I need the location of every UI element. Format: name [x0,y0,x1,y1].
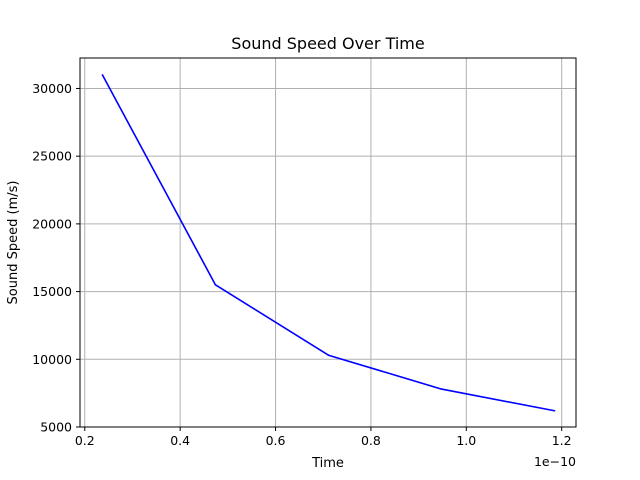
plot-frame [79,57,577,428]
x-tick-label: 0.4 [170,433,190,448]
x-axis-offset-label: 1e−10 [534,454,576,469]
x-tick-label: 0.6 [266,433,286,448]
x-axis-label: Time [311,456,344,471]
data-point [214,284,217,286]
y-tick-label: 10000 [32,352,72,367]
y-tick-label: 15000 [32,284,72,299]
y-tick-label: 5000 [40,420,72,435]
y-tick-label: 30000 [32,81,72,96]
series-layer [101,74,556,412]
grid-lines [80,58,576,428]
x-tick-label: 0.2 [75,433,95,448]
x-tick-label: 0.8 [361,433,381,448]
data-point [553,409,556,412]
axis-ticks: 0.2 0.4 0.6 0.8 1.0 1.2 5000 10000 15000 20000 250… [32,81,571,448]
y-axis-label: Sound Speed (m/s) [6,181,21,305]
data-point [101,74,104,76]
y-tick-label: 25000 [32,149,72,164]
x-tick-label: 1.2 [552,433,572,448]
data-point [440,388,443,390]
chart-title: Sound Speed Over Time [231,34,424,53]
y-tick-label: 20000 [32,216,72,231]
data-point [327,354,330,357]
x-tick-label: 1.0 [456,433,476,448]
